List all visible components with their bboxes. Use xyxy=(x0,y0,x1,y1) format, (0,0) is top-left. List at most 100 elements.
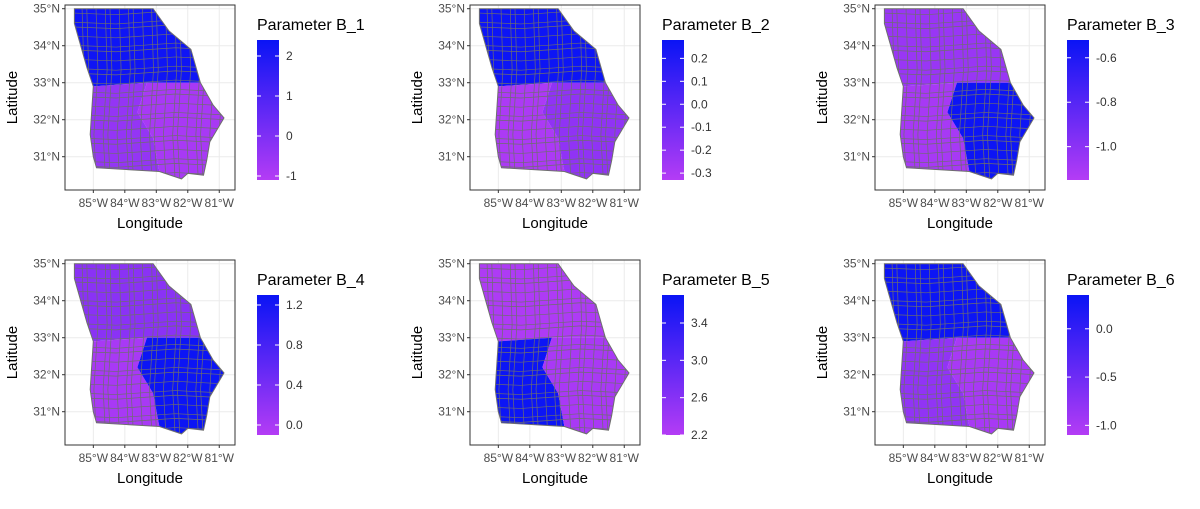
map-svg: 31°N 32°N 33°N 34°N 35°N 85°W 84°W 83°W 82°W 81°W… xyxy=(4,2,365,232)
y-tick-label: 35°N xyxy=(438,257,465,271)
y-tick-label: 31°N xyxy=(843,150,870,164)
map-panel-b4: 31°N 32°N 33°N 34°N 35°N 85°W 84°W 83°W 82°W 81°W… xyxy=(0,255,400,509)
x-tick-label: 82°W xyxy=(983,196,1013,210)
x-tick-label: 82°W xyxy=(173,451,203,465)
y-tick-label: 33°N xyxy=(33,76,60,90)
map-svg: 31°N 32°N 33°N 34°N 35°N 85°W 84°W 83°W 82°W 81°W… xyxy=(814,2,1175,232)
plot-frame xyxy=(64,259,236,446)
legend-tick-label: -0.8 xyxy=(1096,95,1117,109)
y-axis-title: Latitude xyxy=(409,71,426,124)
y-tick-label: 31°N xyxy=(438,405,465,419)
x-tick-label: 85°W xyxy=(484,196,514,210)
y-axis-title: Latitude xyxy=(409,326,426,379)
legend-tick-label: 3.4 xyxy=(691,316,708,330)
x-tick-label: 81°W xyxy=(610,451,640,465)
state-outline xyxy=(478,263,630,435)
x-tick-label: 81°W xyxy=(1015,451,1045,465)
map-svg: 31°N 32°N 33°N 34°N 35°N 85°W 84°W 83°W 82°W 81°W… xyxy=(409,257,770,487)
y-tick-label: 33°N xyxy=(843,76,870,90)
legend-tick-label: 0.0 xyxy=(1096,322,1113,336)
legend-tick-label: 2 xyxy=(286,49,293,63)
plot-frame xyxy=(874,259,1046,446)
x-tick-label: 83°W xyxy=(547,196,577,210)
x-tick-label: 82°W xyxy=(983,451,1013,465)
state-outline xyxy=(883,8,1035,180)
plot-frame xyxy=(874,4,1046,191)
y-axis-title: Latitude xyxy=(4,71,21,124)
state-outline xyxy=(478,8,630,180)
legend-tick-label: 1 xyxy=(286,89,293,103)
legend-tick-label: 0.4 xyxy=(286,378,303,392)
map-panel-b6: 31°N 32°N 33°N 34°N 35°N 85°W 84°W 83°W 82°W 81°W… xyxy=(810,255,1200,509)
y-tick-label: 34°N xyxy=(843,39,870,53)
legend-tick-label: -1 xyxy=(286,169,297,183)
legend-tick-label: 0.2 xyxy=(691,51,708,65)
y-tick-label: 34°N xyxy=(843,294,870,308)
y-tick-label: 32°N xyxy=(843,368,870,382)
y-tick-label: 35°N xyxy=(843,2,870,16)
y-tick-label: 35°N xyxy=(843,257,870,271)
legend-colorbar xyxy=(1067,40,1089,180)
legend-tick-label: 0 xyxy=(286,129,293,143)
map-panel-b5: 31°N 32°N 33°N 34°N 35°N 85°W 84°W 83°W 82°W 81°W… xyxy=(405,255,805,509)
y-tick-label: 34°N xyxy=(33,294,60,308)
x-tick-label: 85°W xyxy=(889,451,919,465)
map-svg: 31°N 32°N 33°N 34°N 35°N 85°W 84°W 83°W 82°W 81°W… xyxy=(814,257,1175,487)
y-tick-label: 34°N xyxy=(33,39,60,53)
y-tick-label: 31°N xyxy=(33,150,60,164)
plot-frame xyxy=(469,4,641,191)
plot-frame xyxy=(64,4,236,191)
x-tick-label: 83°W xyxy=(142,451,172,465)
legend-colorbar xyxy=(257,295,279,435)
x-tick-label: 84°W xyxy=(110,196,140,210)
x-tick-label: 83°W xyxy=(952,451,982,465)
plot-frame xyxy=(469,259,641,446)
legend-title: Parameter B_6 xyxy=(1067,272,1175,289)
y-tick-label: 32°N xyxy=(33,113,60,127)
legend-tick-label: -0.2 xyxy=(691,143,712,157)
map-svg: 31°N 32°N 33°N 34°N 35°N 85°W 84°W 83°W 82°W 81°W… xyxy=(409,2,770,232)
region-southwest xyxy=(90,82,160,172)
x-tick-label: 85°W xyxy=(79,196,109,210)
legend-title: Parameter B_1 xyxy=(257,17,365,34)
legend-tick-label: -0.6 xyxy=(1096,51,1117,65)
legend-tick-label: 3.0 xyxy=(691,353,708,367)
state-outline xyxy=(73,8,225,180)
y-tick-label: 35°N xyxy=(33,2,60,16)
x-tick-label: 85°W xyxy=(79,451,109,465)
x-tick-label: 82°W xyxy=(578,196,608,210)
region-southwest xyxy=(90,337,160,427)
x-axis-title: Longitude xyxy=(522,470,588,487)
x-axis-title: Longitude xyxy=(117,470,183,487)
x-tick-label: 82°W xyxy=(173,196,203,210)
state-outline xyxy=(73,263,225,435)
x-tick-label: 83°W xyxy=(547,451,577,465)
map-svg: 31°N 32°N 33°N 34°N 35°N 85°W 84°W 83°W 82°W 81°W… xyxy=(4,257,365,487)
legend-title: Parameter B_2 xyxy=(662,17,770,34)
legend-colorbar xyxy=(662,40,684,180)
legend-title: Parameter B_5 xyxy=(662,272,770,289)
y-tick-label: 31°N xyxy=(33,405,60,419)
legend-title: Parameter B_4 xyxy=(257,272,365,289)
x-tick-label: 84°W xyxy=(920,196,950,210)
x-tick-label: 84°W xyxy=(110,451,140,465)
legend-tick-label: 0.8 xyxy=(286,338,303,352)
region-southwest xyxy=(495,337,565,427)
legend-tick-label: -0.3 xyxy=(691,166,712,180)
y-axis-title: Latitude xyxy=(814,71,831,124)
y-axis-title: Latitude xyxy=(4,326,21,379)
x-tick-label: 83°W xyxy=(142,196,172,210)
state-outline xyxy=(883,263,1035,435)
legend-tick-label: 1.2 xyxy=(286,298,303,312)
x-tick-label: 83°W xyxy=(952,196,982,210)
y-tick-label: 35°N xyxy=(438,2,465,16)
y-tick-label: 31°N xyxy=(438,150,465,164)
y-axis-title: Latitude xyxy=(814,326,831,379)
region-southwest xyxy=(900,337,970,427)
legend-colorbar xyxy=(662,295,684,435)
map-panel-b1: 31°N 32°N 33°N 34°N 35°N 85°W 84°W 83°W 82°W 81°W… xyxy=(0,0,400,254)
x-tick-label: 81°W xyxy=(1015,196,1045,210)
legend-colorbar xyxy=(1067,295,1089,435)
y-tick-label: 35°N xyxy=(33,257,60,271)
y-tick-label: 33°N xyxy=(438,76,465,90)
